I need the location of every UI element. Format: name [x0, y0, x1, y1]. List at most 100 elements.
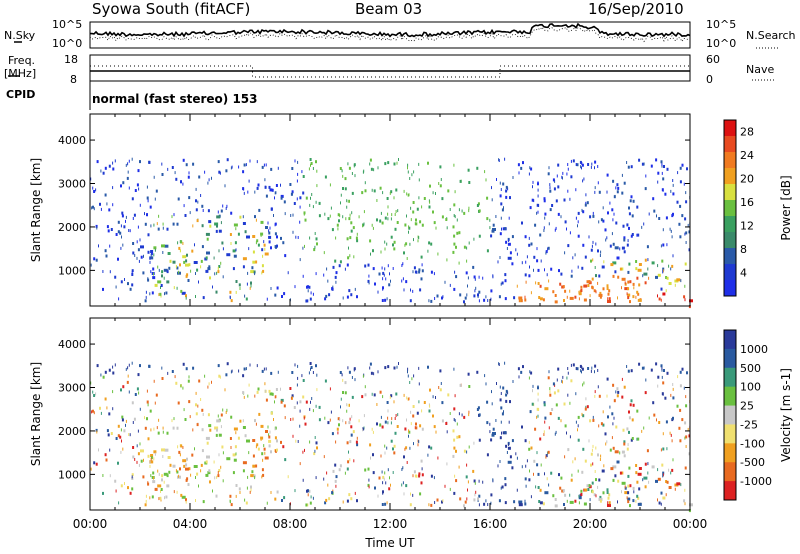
power-cell: [407, 163, 409, 167]
power-cell: [579, 160, 582, 164]
power-cell: [583, 177, 585, 181]
x-axis-label: Time UT: [364, 536, 415, 550]
power-cell: [324, 175, 327, 179]
velocity-cell: [235, 494, 237, 498]
velocity-cell: [274, 426, 277, 430]
velocity-cell: [591, 366, 593, 370]
velocity-cell: [577, 469, 579, 473]
velocity-cell: [280, 398, 284, 402]
velocity-cell: [149, 464, 151, 468]
power-cell: [414, 270, 417, 274]
power-cell: [161, 270, 164, 274]
power-cell: [150, 270, 152, 274]
power-cell: [627, 239, 629, 243]
velocity-cell: [454, 394, 456, 398]
velocity-cell: [681, 418, 684, 422]
power-cell: [529, 166, 531, 170]
velocity-cell: [329, 387, 331, 391]
power-cell: [517, 163, 520, 167]
velocity-cell: [364, 385, 366, 389]
power-cell: [387, 264, 389, 268]
velocity-cell: [160, 488, 163, 491]
power-cell: [369, 162, 371, 166]
power-cell: [671, 264, 674, 268]
power-cell: [635, 260, 638, 263]
power-cell: [608, 297, 611, 301]
power-cell: [147, 250, 150, 254]
power-cell: [637, 268, 642, 272]
velocity-cell: [455, 479, 458, 483]
velocity-cell: [401, 483, 403, 487]
power-cell: [208, 220, 212, 224]
velocity-cell: [137, 452, 140, 456]
velocity-cell: [687, 427, 689, 431]
power-cell: [468, 209, 470, 213]
velocity-cell: [561, 489, 565, 493]
power-cell: [597, 281, 599, 285]
velocity-cell: [428, 445, 431, 449]
velocity-cell: [413, 374, 415, 378]
velocity-cell: [684, 421, 687, 425]
power-cell: [432, 191, 434, 195]
velocity-cell: [600, 454, 602, 458]
velocity-cell: [459, 383, 462, 387]
velocity-cell: [662, 432, 664, 436]
power-cell: [536, 247, 538, 251]
velocity-cell: [532, 389, 533, 393]
velocity-cell: [564, 455, 566, 459]
velocity-cell: [545, 454, 548, 458]
power-cell: [280, 194, 284, 198]
power-cell: [121, 214, 124, 218]
power-cell: [428, 299, 430, 303]
power-cell: [559, 282, 562, 286]
power-cell: [235, 248, 237, 252]
velocity-cell: [662, 474, 664, 478]
power-cell: [597, 249, 599, 253]
velocity-cell: [316, 388, 318, 392]
power-cell: [346, 199, 348, 203]
power-cell: [150, 253, 152, 257]
power-cell: [420, 277, 423, 281]
power-cell: [115, 233, 118, 236]
power-cell: [507, 256, 512, 260]
power-cell: [150, 224, 152, 228]
power-cell: [581, 162, 583, 165]
velocity-cell: [567, 367, 569, 370]
power-cell: [648, 276, 650, 280]
velocity-cell: [316, 373, 318, 377]
velocity-cell: [139, 364, 141, 368]
velocity-cell: [543, 433, 545, 436]
power-cell: [544, 216, 546, 220]
velocity-cell: [219, 375, 221, 379]
power-cell: [616, 256, 620, 260]
power-cell: [580, 165, 582, 169]
power-cell: [498, 295, 501, 299]
power-cell: [127, 282, 129, 286]
velocity-cell: [616, 460, 620, 464]
power-cell: [225, 207, 227, 210]
power-cell: [212, 285, 213, 289]
velocity-cell: [560, 476, 563, 480]
velocity-cell: [645, 378, 647, 382]
velocity-cell: [258, 412, 261, 416]
velocity-cell: [468, 445, 470, 449]
power-cell: [547, 246, 550, 250]
velocity-cell: [681, 367, 684, 371]
velocity-cell: [407, 367, 409, 371]
velocity-cell: [150, 454, 154, 457]
power-cell: [153, 246, 157, 250]
power-cell: [267, 221, 269, 225]
power-cell: [122, 181, 125, 185]
power-cell: [413, 238, 414, 242]
velocity-cell: [308, 489, 311, 493]
power-cell: [226, 253, 231, 257]
power-cell: [416, 207, 419, 211]
power-cell: [305, 299, 308, 303]
power-cell: [637, 298, 642, 302]
velocity-cell: [325, 498, 328, 502]
power-cell: [435, 226, 437, 230]
velocity-cell: [430, 503, 433, 507]
power-cell: [229, 295, 231, 299]
velocity-cell: [412, 474, 414, 478]
velocity-cell: [576, 367, 579, 371]
